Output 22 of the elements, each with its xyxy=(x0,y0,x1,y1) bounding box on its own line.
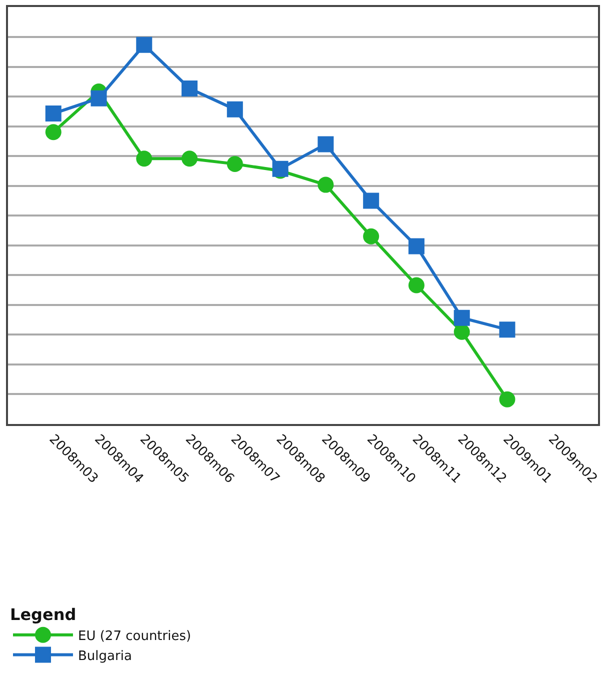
point xyxy=(408,277,424,294)
point xyxy=(318,176,334,193)
point xyxy=(90,90,107,106)
point xyxy=(318,136,334,152)
point xyxy=(226,101,243,118)
point xyxy=(363,192,380,209)
point xyxy=(136,150,152,167)
legend-label: EU (27 countries) xyxy=(78,628,192,644)
point xyxy=(408,238,424,254)
point xyxy=(499,391,516,408)
point xyxy=(499,322,516,338)
point xyxy=(363,228,380,244)
point xyxy=(136,36,152,53)
point xyxy=(454,310,470,326)
point xyxy=(182,80,198,96)
point xyxy=(182,150,198,167)
point xyxy=(454,324,470,340)
point xyxy=(45,124,62,140)
legend-title: Legend xyxy=(10,604,76,624)
legend-label: Bulgaria xyxy=(78,648,132,664)
point xyxy=(45,106,62,122)
point xyxy=(226,156,243,172)
